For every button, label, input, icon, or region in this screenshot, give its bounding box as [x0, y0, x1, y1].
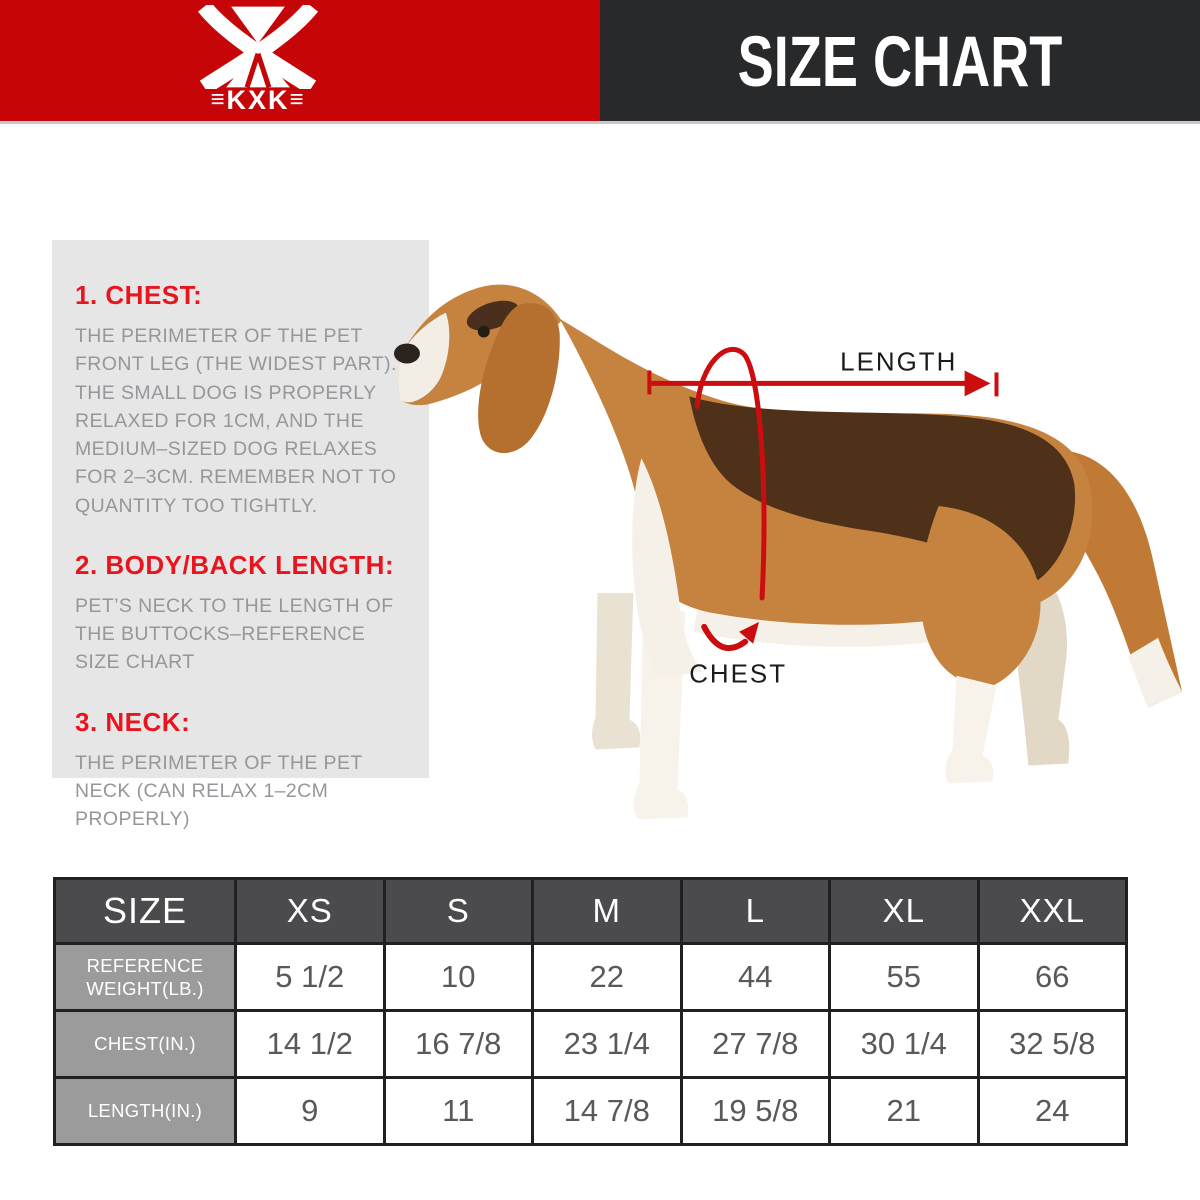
dog-illustration: LENGTH CHEST — [393, 284, 1183, 820]
dog-ear — [478, 303, 560, 454]
row-label: CHEST(IN.) — [53, 1009, 237, 1079]
logo-bars-right: ≡ — [289, 86, 306, 113]
section-heading: 3. NECK: — [75, 706, 191, 737]
logo-name: KXK — [226, 85, 290, 115]
size-value: 30 1/4 — [828, 1009, 980, 1079]
instructions-panel: 1. CHEST: THE PERIMETER OF THE PET FRONT… — [52, 240, 429, 830]
header-divider — [0, 121, 1200, 124]
col-header-size: SIZE — [53, 877, 237, 945]
col-header-xl: XL — [828, 877, 980, 945]
size-value: 21 — [828, 1076, 980, 1146]
instruction-section-neck: 3. NECK: THE PERIMETER OF THE PET NECK (… — [75, 707, 411, 834]
section-heading: 1. CHEST: — [75, 280, 203, 310]
col-header-s: S — [382, 877, 534, 945]
logo-bars-left: ≡ — [210, 86, 227, 113]
table-row-length: LENGTH(IN.) 9 11 14 7/8 19 5/8 21 24 — [53, 1076, 1128, 1146]
title-banner: SIZE CHART — [600, 0, 1200, 121]
size-value: 32 5/8 — [976, 1009, 1128, 1079]
length-label: LENGTH — [840, 348, 957, 376]
size-value: 14 7/8 — [531, 1076, 683, 1146]
table-row-chest: CHEST(IN.) 14 1/2 16 7/8 23 1/4 27 7/8 3… — [53, 1009, 1128, 1079]
col-header-l: L — [679, 877, 831, 945]
dog-belly — [693, 609, 953, 647]
length-arrow-annotation — [647, 370, 999, 397]
section-heading: 2. BODY/BACK LENGTH: — [75, 549, 395, 580]
table-header-row: SIZE XS S M L XL XXL — [53, 877, 1128, 945]
section-body: THE PERIMETER OF THE PET FRONT LEG (THE … — [75, 325, 397, 517]
dog-chest-patch — [632, 458, 704, 678]
size-value: 23 1/4 — [531, 1009, 683, 1079]
size-value: 19 5/8 — [679, 1076, 831, 1146]
size-value: 24 — [976, 1076, 1128, 1146]
size-value: 55 — [828, 942, 980, 1012]
row-label: REFERENCE WEIGHT(LB.) — [53, 942, 237, 1012]
size-value: 11 — [382, 1076, 534, 1146]
chest-label: CHEST — [689, 661, 787, 689]
dog-far-front-leg — [592, 592, 641, 750]
size-value: 22 — [531, 942, 683, 1012]
row-label: LENGTH(IN.) — [53, 1076, 237, 1146]
dog-hind-thigh — [920, 506, 1041, 686]
table-row-weight: REFERENCE WEIGHT(LB.) 5 1/2 10 22 44 55 … — [53, 942, 1128, 1012]
size-value: 16 7/8 — [382, 1009, 534, 1079]
dog-muzzle — [397, 312, 450, 403]
chest-loop-annotation — [694, 346, 767, 652]
chest-arrowhead-icon — [739, 621, 760, 644]
section-body: PET’S NECK TO THE LENGTH OF THE BUTTOCKS… — [75, 594, 394, 674]
section-body: THE PERIMETER OF THE PET NECK (CAN RELAX… — [75, 751, 363, 831]
instruction-section-chest: 1. CHEST: THE PERIMETER OF THE PET FRONT… — [75, 280, 411, 520]
size-value: 10 — [382, 942, 534, 1012]
size-value: 27 7/8 — [679, 1009, 831, 1079]
col-header-m: M — [531, 877, 683, 945]
brand-wordmark: ≡KXK≡ — [210, 87, 305, 114]
size-value: 9 — [234, 1076, 386, 1146]
col-header-xs: XS — [234, 877, 386, 945]
size-value: 44 — [679, 942, 831, 1012]
dog-near-hind-leg — [945, 675, 997, 784]
dog-tail-tip — [1128, 637, 1183, 708]
col-header-xxl: XXL — [976, 877, 1128, 945]
size-table: SIZE XS S M L XL XXL REFERENCE WEIGHT(LB… — [53, 877, 1128, 1146]
instruction-section-body-length: 2. BODY/BACK LENGTH: PET’S NECK TO THE L… — [75, 550, 411, 677]
page-title: SIZE CHART — [737, 20, 1063, 101]
dog-nose — [393, 343, 420, 364]
size-value: 66 — [976, 942, 1128, 1012]
dog-eye — [477, 325, 490, 338]
size-value: 14 1/2 — [234, 1009, 386, 1079]
brand-logo: ≡KXK≡ — [170, 5, 346, 119]
size-value: 5 1/2 — [234, 942, 386, 1012]
kxk-emblem-icon — [197, 5, 319, 89]
brand-banner: ≡KXK≡ — [0, 0, 600, 121]
